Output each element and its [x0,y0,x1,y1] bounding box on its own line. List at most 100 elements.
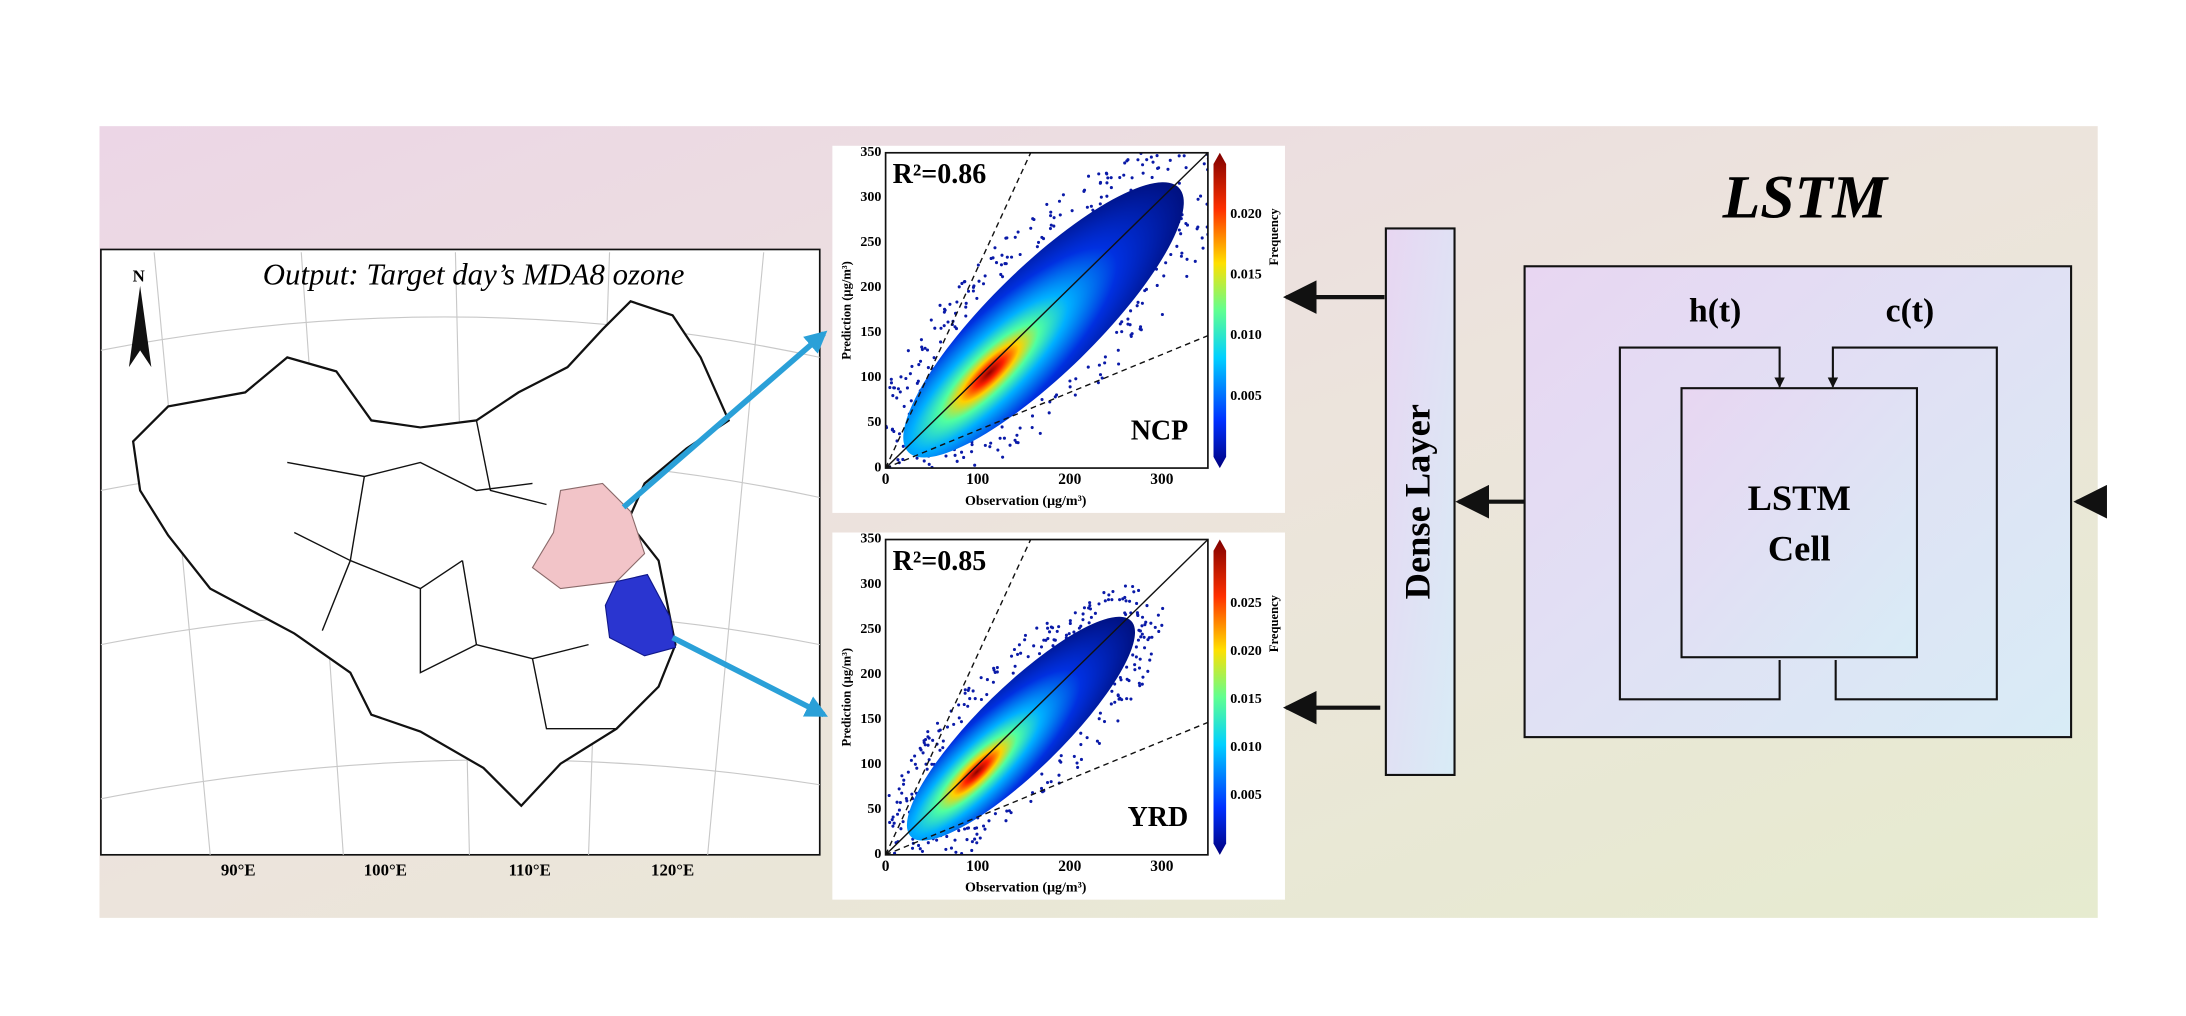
scatter-dot [892,821,896,825]
scatter-dot [897,808,901,812]
scatter-dot [983,443,987,447]
scatter-dot [1145,158,1149,162]
scatter-dot [1107,593,1111,597]
scatter-dot [1156,613,1160,617]
scatter-dot [979,676,983,680]
scatter-dot [1079,757,1083,762]
scatter-dot [895,800,899,804]
scatter-dot [1140,301,1144,305]
scatter-dot [891,394,895,398]
scatter-dot [916,379,920,383]
scatter-dot [895,812,900,816]
scatter-dot [1111,590,1115,594]
scatter-dot [1079,624,1083,628]
scatter-dot [1193,259,1197,263]
scatter-dot [1072,754,1076,758]
scatter-dot [1200,236,1204,240]
scatter-dot [1002,436,1006,440]
scatter-dot [1184,221,1188,226]
scatter-dot [970,443,974,447]
scatter-dot [964,301,968,305]
scatter-dot [941,739,945,743]
scatter-dot [999,263,1003,267]
scatter-dot [1116,348,1120,352]
map-panel: N Output: Target day’s MDA8 ozone 90°E 1… [100,248,821,879]
province-borders [287,420,617,730]
scatter-dot [1047,411,1051,415]
scatter-dot [887,793,891,798]
lstm-cell-box [1680,387,1919,659]
scatter-dot [919,359,923,363]
scatter-dot [1113,682,1117,686]
colorbar-label: Frequency [1267,208,1281,266]
scatter-dot [1093,611,1097,615]
scatter-dot [960,450,964,454]
x-tick-label: 0 [882,858,890,875]
scatter-dot [1180,251,1184,255]
scatter-dot [943,307,947,311]
scatter-dot [1075,761,1079,765]
scatter-dot [1182,154,1186,158]
scatter-dot [1040,772,1044,776]
scatter-dot [945,725,950,729]
scatter-dot [1036,240,1041,244]
scatter-dot [942,324,946,328]
scatter-dot [1157,166,1161,170]
scatter-dot [981,824,986,828]
scatter-dot [932,356,936,360]
scatter-dot [919,338,923,342]
scatter-dot [901,457,905,462]
scatter-dot [975,832,979,836]
scatter-dot [1155,154,1159,158]
scatter-dot [1013,664,1017,668]
scatter-dot [1185,257,1189,261]
scatter-dot [1068,619,1072,623]
scatter-dot [1110,689,1114,693]
lstm-title: LSTM [1722,163,1890,231]
scatter-dot [890,818,894,822]
scatter-dot [918,746,922,750]
scatter-dot [1068,379,1072,383]
scatter-dot [1098,180,1103,184]
plot-frame [884,151,1209,469]
hidden-loop [1618,346,1785,701]
scatter-dot [1088,603,1092,608]
scatter-dot [922,459,926,463]
scatter-dot [1126,158,1130,162]
scatter-dot [1121,597,1125,601]
scatter-dot [1143,646,1147,650]
scatter-dot [979,697,983,702]
y-tick-label: 50 [867,415,881,430]
scatter-dot [1037,652,1042,656]
scatter-dot [902,404,906,408]
scatter-dot [1017,643,1021,647]
scatter-dot [1126,317,1130,321]
scatter-dot [1023,638,1027,642]
scatter-dot [1118,176,1122,180]
scatter-dot [1048,227,1053,231]
north-arrow [128,285,152,368]
scatter-dot [1116,694,1120,698]
scatter-dot [1079,743,1083,747]
scatter-dot [909,758,913,762]
scatter-dot [1000,275,1005,279]
scatter-dot [1057,199,1062,203]
scatter-dot [989,441,993,445]
scatter-dot [993,812,997,816]
scatter-dot [1140,632,1144,636]
scatter-dot [1046,636,1050,641]
scatter-dot [1136,613,1140,617]
scatter-dot [902,778,906,782]
scatter-dot [1185,274,1189,278]
region-label: NCP [1131,415,1189,446]
scatter-dot [1120,330,1124,334]
scatter-dot [1133,663,1137,667]
scatter-dot [970,450,974,454]
colorbar-tick-label: 0.020 [1230,207,1262,222]
scatter-dot [1098,711,1102,715]
scatter-dot [1118,676,1122,680]
scatter-dot [962,280,966,284]
region-label: YRD [1128,802,1189,833]
scatter-dot [1085,205,1089,209]
scatter-dot [954,850,958,854]
